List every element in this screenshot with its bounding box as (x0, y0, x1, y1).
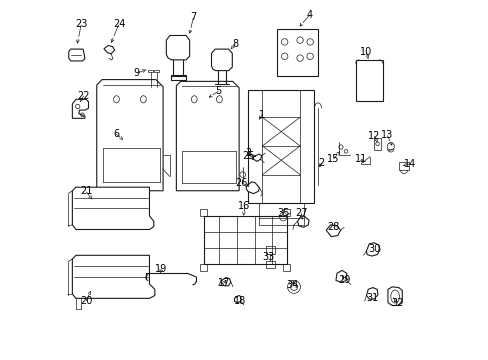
Bar (204, 216, 286, 264)
Text: 31: 31 (366, 293, 378, 303)
Text: 30: 30 (367, 244, 380, 254)
Polygon shape (72, 187, 153, 229)
Text: 23: 23 (75, 19, 87, 29)
Bar (247, 90, 314, 203)
Polygon shape (176, 81, 239, 191)
Bar (265, 261, 274, 268)
Text: 1: 1 (258, 111, 264, 121)
Polygon shape (72, 99, 88, 118)
Polygon shape (253, 154, 261, 161)
Text: 6: 6 (113, 129, 119, 139)
Bar (283, 264, 290, 271)
Polygon shape (335, 270, 346, 282)
Text: 26: 26 (235, 178, 247, 188)
Bar (283, 210, 290, 216)
Polygon shape (366, 288, 377, 299)
Text: 7: 7 (190, 12, 196, 22)
Text: 19: 19 (155, 264, 167, 274)
Text: 5: 5 (215, 86, 222, 96)
Text: 24: 24 (113, 19, 125, 29)
Text: 11: 11 (354, 154, 366, 164)
Text: 4: 4 (306, 10, 312, 20)
Text: 12: 12 (367, 131, 380, 141)
Text: 35: 35 (277, 208, 289, 218)
Polygon shape (246, 182, 259, 194)
Text: 10: 10 (360, 46, 372, 57)
Bar (265, 246, 274, 253)
Polygon shape (221, 278, 230, 286)
Polygon shape (387, 287, 402, 306)
Bar (373, 138, 380, 149)
Text: 3: 3 (245, 148, 251, 158)
Text: 13: 13 (380, 130, 392, 140)
Bar (200, 210, 207, 216)
Bar (200, 264, 207, 271)
Text: 14: 14 (403, 159, 415, 169)
Polygon shape (104, 45, 115, 54)
Text: 9: 9 (134, 68, 140, 78)
Polygon shape (325, 225, 340, 237)
Text: 32: 32 (391, 298, 404, 308)
Text: 22: 22 (78, 91, 90, 101)
Text: 20: 20 (80, 296, 92, 306)
Polygon shape (69, 49, 85, 61)
Polygon shape (297, 216, 308, 227)
Bar (276, 30, 317, 76)
Text: 8: 8 (232, 39, 238, 49)
Bar (148, 69, 152, 72)
Text: 16: 16 (237, 201, 249, 211)
Polygon shape (166, 36, 189, 60)
Bar (154, 69, 159, 72)
Polygon shape (366, 243, 379, 256)
Bar (355, 60, 382, 101)
Text: 28: 28 (326, 222, 339, 232)
Bar (170, 75, 185, 80)
Text: 25: 25 (242, 150, 255, 161)
Polygon shape (97, 80, 163, 191)
Bar (215, 84, 228, 88)
Text: 21: 21 (80, 186, 92, 197)
Text: 34: 34 (286, 280, 299, 290)
Bar (398, 162, 408, 170)
Text: 29: 29 (337, 275, 350, 285)
Text: 18: 18 (234, 296, 246, 306)
Text: 27: 27 (294, 208, 307, 218)
Polygon shape (211, 49, 232, 71)
Text: 15: 15 (326, 154, 339, 164)
Text: 2: 2 (318, 158, 324, 168)
Polygon shape (234, 296, 241, 303)
Text: 17: 17 (217, 278, 229, 288)
Text: 33: 33 (262, 252, 274, 262)
Polygon shape (72, 255, 155, 298)
